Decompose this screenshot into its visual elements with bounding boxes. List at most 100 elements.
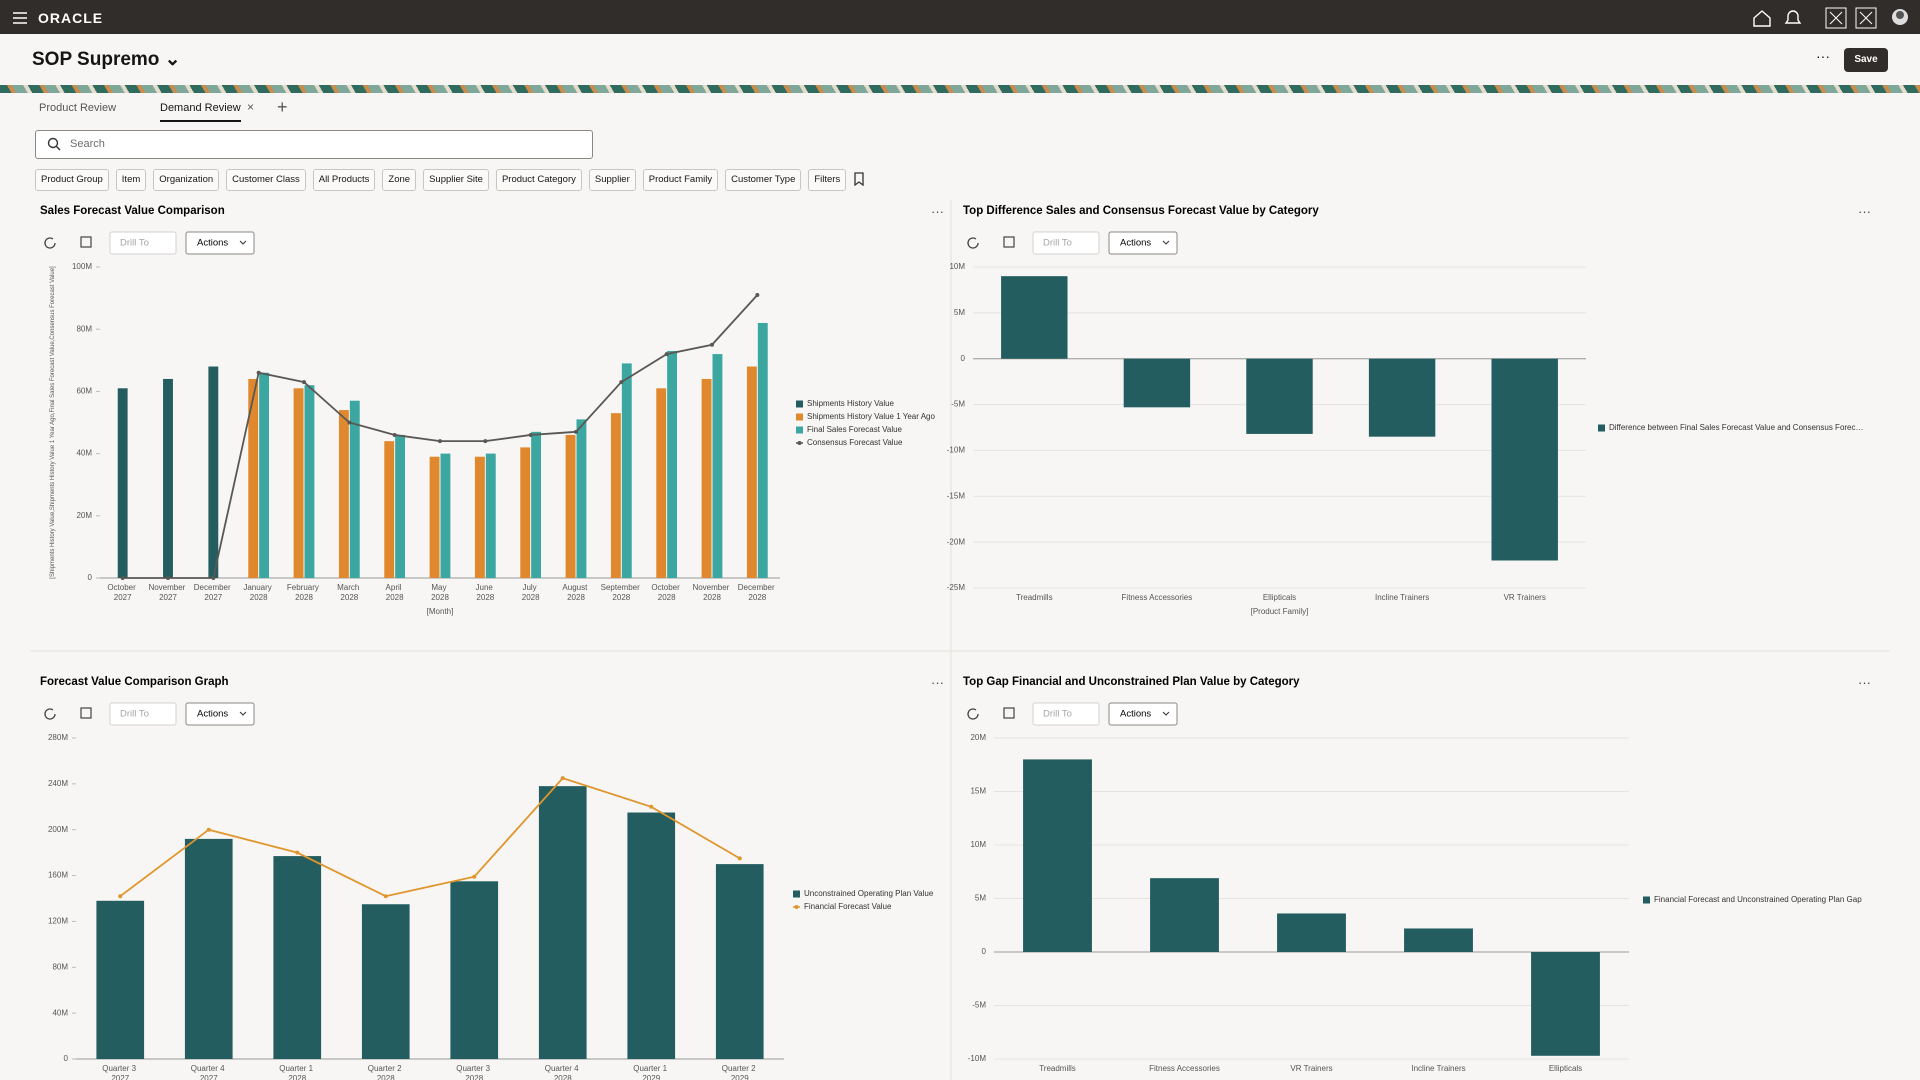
bar [1491,358,1558,561]
bar [531,431,542,578]
filter-chip[interactable]: Product Group [35,169,109,191]
line-marker [472,874,477,879]
bar [273,856,322,1059]
chevron [239,240,247,245]
line-marker [528,432,533,437]
y-tick-label: 100M [72,262,92,271]
x-tick-label: February 2028 [287,583,321,602]
top-icons[interactable] [1750,6,1890,30]
x-tick-label: November 2027 [148,583,187,602]
tab-close[interactable]: × [247,100,255,114]
add-tab[interactable]: + [277,97,288,117]
legend-swatch [796,413,803,421]
chevron [239,711,247,716]
filter-chip[interactable]: Product Category [495,169,582,191]
title-bar: SOP Supremo ⌄ ··· Save [0,34,1920,85]
bar [1368,358,1436,437]
filter-chip[interactable]: Supplier Site [423,169,489,191]
bar [520,447,531,578]
more-menu: ··· [1858,675,1871,690]
x-tick-label: March 2028 [337,583,361,602]
legend-marker [797,441,802,445]
chart-title: Sales Forecast Value Comparison [40,205,225,217]
app-title[interactable]: SOP Supremo ⌄ [32,49,181,70]
top-bar: ORACLE [0,0,1920,34]
line [119,777,741,898]
filter-chip[interactable]: Item [115,169,147,191]
filter-chip[interactable]: Product Family [642,169,719,191]
y-tick-label: 60M [76,387,92,396]
bookmark-icon[interactable] [853,169,865,191]
refresh-icon [967,708,979,720]
y-tick-label: -5M [972,1001,986,1010]
search-icon [47,137,61,151]
x-axis-label: [Product Family] [1251,607,1309,616]
save-button[interactable]: Save [1844,48,1888,72]
filter-chip[interactable]: Filters [808,169,847,191]
filter-chip[interactable]: All Products [312,169,376,191]
line-marker [560,776,565,781]
x-tick-label: January 2028 [243,583,274,602]
filter-chip[interactable]: Customer Type [725,169,802,191]
line-marker [256,370,261,375]
x-tick-label: Treadmills [1039,1064,1076,1073]
tab-active[interactable]: Demand Review [160,102,241,122]
drill-to-button [1032,231,1100,255]
drill-to-button [1032,702,1100,726]
y-tick-label: -20M [947,537,966,546]
drill-to-button [109,702,177,726]
filter-chip[interactable]: Customer Class [226,169,306,191]
more-menu: ··· [931,675,944,690]
brand: ORACLE [38,10,104,26]
legend-swatch [796,400,803,408]
filter-chip[interactable]: Zone [382,169,417,191]
chart-title: Top Difference Sales and Consensus Forec… [963,205,1319,217]
x-tick-label: November 2028 [692,583,731,602]
bar [1150,878,1219,952]
actions-button [1108,702,1178,726]
y-tick-label: 80M [76,324,92,333]
tab[interactable]: Product Review [39,102,117,114]
search-box[interactable]: Search [35,130,593,159]
menu-icon[interactable] [12,11,28,25]
x-tick-label: Ellipticals [1549,1064,1582,1073]
y-tick-label: 20M [970,733,986,742]
line-marker [118,894,123,899]
x-tick-label: September 2028 [601,583,642,602]
filter-chip[interactable]: Supplier [588,169,636,191]
y-tick-label: 0 [64,1054,69,1063]
legend-swatch [793,890,800,898]
export-icon [80,707,92,719]
line-marker [649,804,654,809]
bar [96,900,145,1059]
export-icon [1003,707,1015,719]
line-marker [710,342,714,347]
actions-label: Actions [197,709,228,720]
x-tick-label: Incline Trainers [1375,593,1429,602]
line-marker [347,420,352,425]
y-tick-label: -5M [951,400,965,409]
x-tick-label: October 2027 [107,583,138,602]
x-tick-label: Incline Trainers [1411,1064,1465,1073]
actions-label: Actions [1120,709,1151,720]
x-tick-label: Quarter 4 2028 [545,1064,581,1080]
legend-label: Shipments History Value [807,399,895,408]
export-icon [1003,236,1015,248]
y-tick-label: -10M [947,446,966,455]
avatar[interactable] [1890,7,1910,27]
more-menu[interactable]: ··· [1816,48,1830,64]
y-tick-label: -10M [968,1054,987,1063]
bar [701,378,712,578]
bar [117,388,128,578]
y-tick-label: 240M [48,779,68,788]
y-tick-label: 280M [48,733,68,742]
y-tick-label: 20M [76,511,92,520]
refresh-icon [44,708,56,720]
bar [349,400,360,578]
bar [667,350,678,578]
x-tick-label: October 2028 [651,583,682,602]
filter-chip[interactable]: Organization [153,169,220,191]
actions-button [185,702,255,726]
bar [293,388,304,578]
